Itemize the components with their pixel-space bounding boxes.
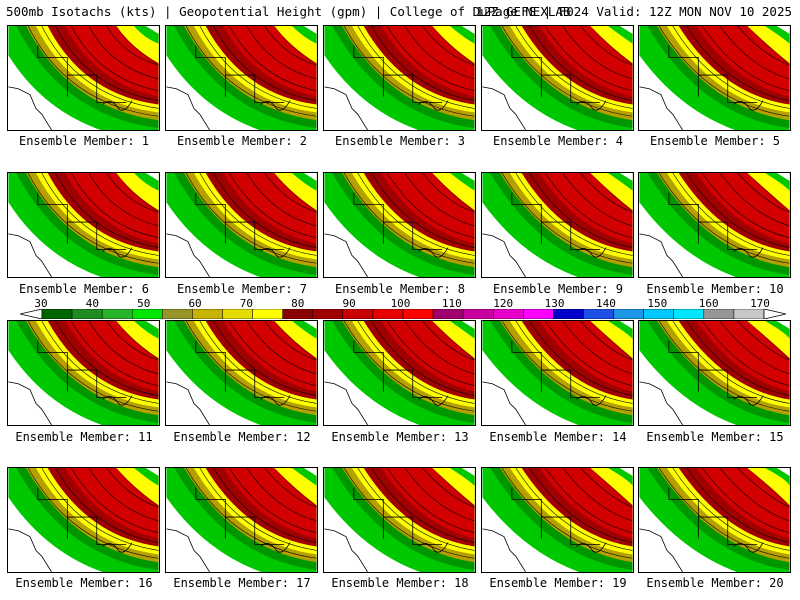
colorbar-segment: [643, 309, 675, 319]
ensemble-map-panel: [165, 467, 318, 573]
ensemble-map-panel: [7, 320, 160, 426]
colorbar-segment: [312, 309, 344, 319]
panel-label: Ensemble Member: 17: [173, 576, 311, 590]
panel-label: Ensemble Member: 12: [173, 430, 311, 444]
ensemble-map-panel: [323, 172, 476, 278]
ensemble-map-panel: [323, 320, 476, 426]
colorbar-tick-label: 60: [188, 297, 202, 310]
colorbar-segment: [71, 309, 103, 319]
ensemble-map-panel: [481, 172, 634, 278]
ensemble-map-panel: [165, 25, 318, 131]
ensemble-map-panel: [7, 172, 160, 278]
ensemble-map-panel: [7, 25, 160, 131]
ensemble-map-panel: [323, 467, 476, 573]
ensemble-map-panel: [638, 25, 791, 131]
colorbar-segment: [583, 309, 614, 319]
ensemble-map-panel: [7, 467, 160, 573]
colorbar-tick-label: 30: [34, 297, 48, 310]
panel-label: Ensemble Member: 1: [18, 134, 150, 148]
colorbar-segment: [132, 309, 163, 319]
colorbar-segment: [372, 309, 404, 319]
colorbar-tick-label: 130: [544, 297, 565, 310]
ensemble-map-panel: [638, 320, 791, 426]
colorbar-segment: [222, 309, 253, 319]
colorbar-tick-label: 150: [647, 297, 668, 310]
colorbar-segment: [493, 309, 524, 319]
colorbar-tick-label: 50: [137, 297, 151, 310]
colorbar-segment: [523, 309, 554, 319]
colorbar-tick-label: 90: [342, 297, 356, 310]
panel-label: Ensemble Member: 7: [176, 282, 308, 296]
colorbar-segment: [432, 309, 464, 319]
colorbar-tick-label: 70: [239, 297, 254, 310]
colorbar-segment: [553, 309, 584, 319]
panel-label: Ensemble Member: 18: [331, 576, 469, 590]
panel-label: Ensemble Member: 9: [492, 282, 624, 296]
colorbar-tick-label: 170: [750, 297, 770, 310]
panel-label: Ensemble Member: 13: [331, 430, 469, 444]
colorbar-tick-label: 40: [85, 297, 99, 310]
ensemble-map-panel: [638, 467, 791, 573]
panel-label: Ensemble Member: 16: [15, 576, 153, 590]
colorbar: [20, 309, 786, 319]
colorbar-segment: [402, 309, 434, 319]
colorbar-segment: [703, 309, 735, 319]
colorbar-segment: [342, 309, 374, 319]
colorbar-left-arrow: [20, 309, 43, 319]
panel-label: Ensemble Member: 8: [334, 282, 466, 296]
ensemble-map-panel: [323, 25, 476, 131]
ensemble-map-panel: [638, 172, 791, 278]
colorbar-segment: [733, 309, 765, 319]
panel-label: Ensemble Member: 3: [334, 134, 466, 148]
ensemble-map-panel: [481, 467, 634, 573]
panel-label: Ensemble Member: 2: [176, 134, 308, 148]
colorbar-segment: [282, 309, 313, 319]
panel-label: Ensemble Member: 4: [492, 134, 624, 148]
colorbar-segment: [162, 309, 193, 319]
panel-label: Ensemble Member: 15: [646, 430, 784, 444]
colorbar-tick-label: 110: [441, 297, 462, 310]
chart-title: 500mb Isotachs (kts) | Geopotential Heig…: [6, 4, 571, 19]
panel-label: Ensemble Member: 14: [489, 430, 627, 444]
panel-label: Ensemble Member: 10: [646, 282, 784, 296]
colorbar-tick-label: 100: [390, 297, 411, 310]
colorbar-segment: [613, 309, 644, 319]
ensemble-map-panel: [481, 25, 634, 131]
colorbar-tick-label: 140: [595, 297, 616, 310]
ensemble-map-panel: [165, 320, 318, 426]
panel-label: Ensemble Member: 5: [649, 134, 781, 148]
ensemble-map-panel: [481, 320, 634, 426]
panel-label: Ensemble Member: 19: [489, 576, 627, 590]
colorbar-tick-label: 120: [493, 297, 514, 310]
colorbar-segment: [101, 309, 133, 319]
ensemble-map-panel: [165, 172, 318, 278]
colorbar-tick-label: 80: [291, 297, 305, 310]
panel-label: Ensemble Member: 20: [646, 576, 784, 590]
panel-label: Ensemble Member: 11: [15, 430, 153, 444]
colorbar-segment: [673, 309, 705, 319]
colorbar-segment: [41, 309, 73, 319]
colorbar-tick-label: 160: [698, 297, 719, 310]
colorbar-segment: [192, 309, 223, 319]
panel-label: Ensemble Member: 6: [18, 282, 150, 296]
colorbar-segment: [462, 309, 494, 319]
model-run-info: 12Z GEFS | F024 Valid: 12Z MON NOV 10 20…: [475, 4, 792, 19]
colorbar-right-arrow: [763, 309, 786, 319]
colorbar-segment: [252, 309, 283, 319]
